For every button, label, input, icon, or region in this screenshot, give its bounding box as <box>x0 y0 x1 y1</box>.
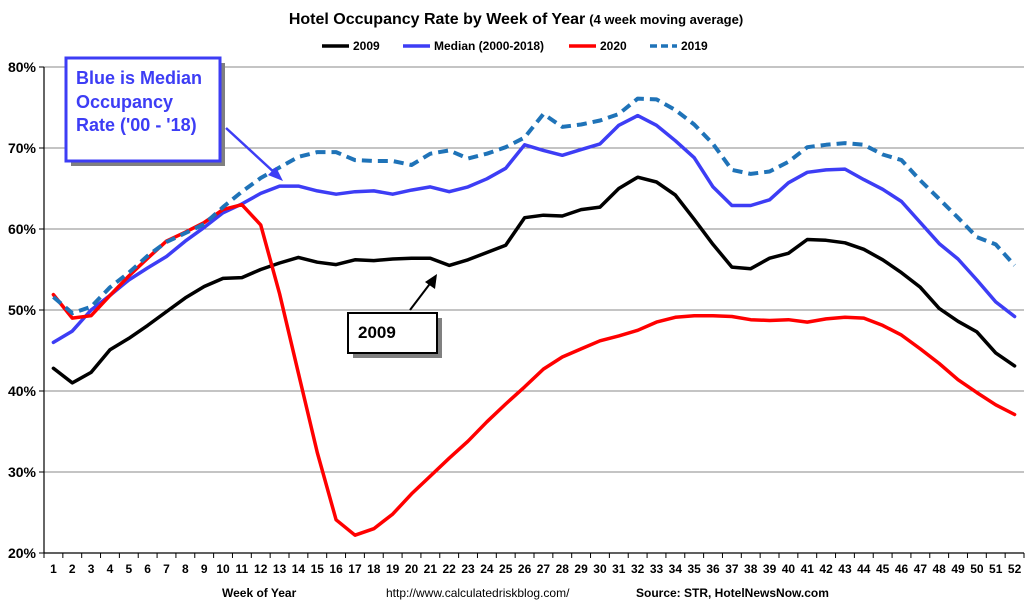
x-tick-label: 17 <box>348 562 362 576</box>
x-tick-label: 27 <box>537 562 551 576</box>
x-tick-label: 29 <box>574 562 588 576</box>
x-tick-label: 30 <box>593 562 607 576</box>
x-tick-label: 2 <box>69 562 76 576</box>
x-tick-label: 22 <box>443 562 457 576</box>
x-axis-ticks: 1 2 3 4 5 6 7 8 9 10 11 12 13 14 15 16 17 18 19 20 21 22 23 24 2… <box>43 553 1025 576</box>
x-tick-label: 42 <box>819 562 833 576</box>
x-tick-label: 21 <box>424 562 438 576</box>
median-annotation-box <box>64 56 222 163</box>
series-2009-annotation-box <box>347 312 438 354</box>
x-tick-label: 26 <box>518 562 532 576</box>
source-credit: Source: STR, HotelNewsNow.com <box>636 586 829 600</box>
x-tick-label: 45 <box>876 562 890 576</box>
x-tick-label: 6 <box>144 562 151 576</box>
legend-label-2019: 2019 <box>681 39 708 53</box>
y-tick-label: 60% <box>8 221 37 237</box>
x-tick-label: 19 <box>386 562 400 576</box>
x-tick-label: 4 <box>107 562 114 576</box>
x-tick-label: 44 <box>857 562 871 576</box>
x-tick-label: 8 <box>182 562 189 576</box>
series-line-2009 <box>51 175 1017 385</box>
legend-label-2020: 2020 <box>600 39 627 53</box>
x-tick-label: 38 <box>744 562 758 576</box>
x-tick-label: 5 <box>125 562 132 576</box>
y-tick-label: 50% <box>8 302 37 318</box>
x-tick-label: 34 <box>669 562 683 576</box>
series-2009-annotation-arrowhead <box>425 274 437 289</box>
x-tick-label: 35 <box>688 562 702 576</box>
x-tick-label: 28 <box>556 562 570 576</box>
x-tick-label: 11 <box>236 562 249 576</box>
median-annotation-arrowhead <box>268 167 283 181</box>
x-tick-label: 51 <box>989 562 1003 576</box>
x-tick-label: 23 <box>461 562 475 576</box>
x-tick-label: 39 <box>763 562 777 576</box>
x-tick-label: 14 <box>292 562 306 576</box>
legend-label-2009: 2009 <box>353 39 380 53</box>
x-tick-label: 1 <box>50 562 57 576</box>
series-2009-annotation-label: 2009 <box>358 323 396 342</box>
series-2009-annotation: 2009 <box>347 274 442 358</box>
x-tick-label: 47 <box>914 562 928 576</box>
grid <box>39 66 1024 554</box>
x-tick-label: 25 <box>499 562 513 576</box>
x-tick-label: 36 <box>706 562 720 576</box>
y-tick-label: 40% <box>8 383 37 399</box>
median-annotation-line-3: Rate ('00 - '18) <box>76 115 197 135</box>
median-annotation-line-2: Occupancy <box>76 92 173 112</box>
x-tick-label: 13 <box>273 562 287 576</box>
x-tick-label: 37 <box>725 562 739 576</box>
x-tick-label: 32 <box>631 562 645 576</box>
y-tick-label: 80% <box>8 59 37 75</box>
x-tick-label: 50 <box>970 562 984 576</box>
x-tick-label: 46 <box>895 562 909 576</box>
legend: 2009 Median (2000-2018) 2020 2019 <box>322 39 708 53</box>
series-group <box>51 96 1017 537</box>
x-tick-label: 40 <box>782 562 796 576</box>
y-axis-ticks: 20% 30% 40% 50% 60% 70% 80% <box>8 59 37 561</box>
x-tick-label: 49 <box>951 562 965 576</box>
x-axis-label: Week of Year <box>222 586 297 600</box>
x-tick-label: 41 <box>801 562 815 576</box>
legend-label-median-2000-2018: Median (2000-2018) <box>434 39 544 53</box>
x-tick-label: 12 <box>254 562 268 576</box>
x-tick-label: 3 <box>88 562 95 576</box>
x-tick-label: 52 <box>1008 562 1022 576</box>
x-tick-label: 20 <box>405 562 419 576</box>
series-line-median-2000-2018 <box>51 113 1017 345</box>
x-tick-label: 43 <box>838 562 852 576</box>
y-tick-label: 30% <box>8 464 37 480</box>
x-tick-label: 16 <box>329 562 343 576</box>
median-annotation: Blue is Median Occupancy Rate ('00 - '18… <box>64 56 283 181</box>
median-annotation-line-1: Blue is Median <box>76 68 202 88</box>
chart-title: Hotel Occupancy Rate by Week of Year (4 w… <box>289 11 743 28</box>
series-2009-annotation-arrow <box>409 280 433 311</box>
x-tick-label: 10 <box>216 562 230 576</box>
x-tick-label: 24 <box>480 562 494 576</box>
x-tick-label: 33 <box>650 562 664 576</box>
series-line-2019 <box>52 96 1017 316</box>
x-tick-label: 18 <box>367 562 381 576</box>
chart-title-sub: (4 week moving average) <box>589 12 743 27</box>
y-tick-label: 20% <box>8 545 37 561</box>
x-tick-label: 7 <box>163 562 170 576</box>
median-annotation-arrow <box>225 127 278 176</box>
chart-title-main: Hotel Occupancy Rate by Week of Year <box>289 11 585 28</box>
source-url: http://www.calculatedriskblog.com/ <box>386 586 570 600</box>
x-tick-label: 48 <box>933 562 947 576</box>
x-tick-label: 9 <box>201 562 208 576</box>
x-tick-label: 31 <box>612 562 626 576</box>
x-tick-label: 15 <box>311 562 325 576</box>
y-tick-label: 70% <box>8 140 37 156</box>
